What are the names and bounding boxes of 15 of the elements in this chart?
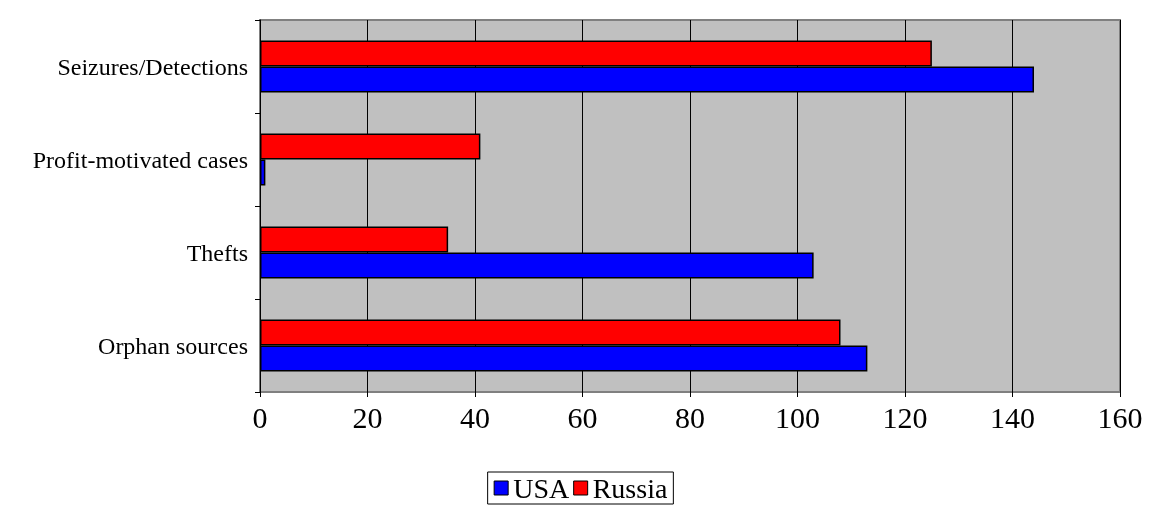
x-tick-label: 0 (252, 400, 268, 434)
y-tick-label: Thefts (186, 239, 248, 266)
y-tick-label: Orphan sources (98, 332, 248, 359)
x-tick-label: 140 (990, 400, 1035, 434)
legend-label: Russia (592, 472, 668, 504)
y-tick-label: Profit-motivated cases (32, 146, 248, 173)
legend-label: USA (513, 472, 570, 504)
x-tick-label: 160 (1097, 400, 1143, 434)
x-tick-label: 120 (882, 400, 928, 434)
x-tick-label: 80 (675, 400, 705, 434)
x-tick-label: 100 (775, 400, 820, 434)
y-tick-label: Seizures/Detections (57, 53, 248, 80)
x-tick-label: 60 (567, 400, 598, 434)
x-tick-label: 20 (352, 400, 383, 434)
x-tick-label: 40 (460, 400, 490, 434)
